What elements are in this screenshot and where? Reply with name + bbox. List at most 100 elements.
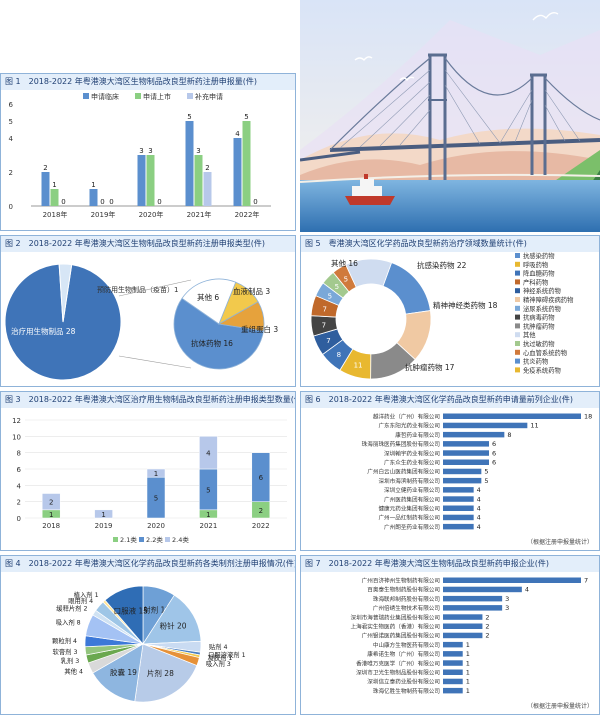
fig6-category-label: 康哲药业有限公司	[395, 431, 440, 439]
fig4-title: 图 4 2018-2022 年粤港澳大湾区化学药品改良型新药各类制剂注册申报情况…	[1, 556, 295, 572]
fig7-bar	[443, 614, 483, 620]
fig7-value-label: 2	[485, 632, 489, 640]
fig5-legend-label: 精神障碍疾病药物	[523, 295, 573, 304]
fig5-legend-swatch	[515, 270, 520, 276]
fig2-breakout-slice	[217, 301, 265, 332]
fig5-legend-swatch	[515, 349, 520, 355]
fig6-value-label: 4	[477, 505, 481, 513]
fig5-legend-label: 其他	[523, 330, 536, 339]
fig6-category-label: 健康元药业集团有限公司	[378, 505, 440, 513]
fig5-slice-value: 7	[322, 305, 326, 313]
fig1-y-tick: 4	[9, 135, 14, 143]
fig4-slice-label: 片剂 28	[147, 668, 174, 678]
fig6-value-label: 6	[492, 449, 496, 457]
fig7-bar	[443, 669, 463, 675]
fig3-value-label: 1	[101, 511, 105, 519]
fig4-slice-label: 缓释片剂 2	[56, 603, 87, 612]
fig4-slice	[134, 643, 198, 703]
fig3-x-tick: 2018	[42, 522, 60, 530]
fig1-x-tick: 2019年	[91, 210, 116, 219]
fig6-value-label: 8	[507, 431, 511, 439]
fig4-slice-label: 胶囊 19	[110, 667, 137, 677]
fig4-panel: 图 4 2018-2022 年粤港澳大湾区化学药品改良型新药各类制剂注册申报情况…	[0, 555, 296, 715]
fig6-category-label: 越洋药业（广州）有限公司	[373, 413, 440, 421]
fig6-category-label: 珠海丽珠医药集团股份有限公司	[362, 440, 440, 448]
fig1-bar	[194, 155, 203, 206]
fig1-value-label: 5	[244, 113, 248, 121]
fig2-chart: 治疗用生物制品 28 预防用生物制品（疫苗）1 抗体药物 16 其他 6 血液制品 3 重…	[4, 263, 278, 381]
fig2-slice-label: 治疗用生物制品 28	[11, 326, 76, 336]
fig3-y-tick: 8	[17, 450, 21, 458]
fig7-panel: 图 7 2018-2022 年粤港澳大湾区生物制品改良型新药申报企业(件) 广州…	[300, 555, 600, 715]
fig1-value-label: 5	[187, 113, 191, 121]
fig7-bar	[443, 641, 463, 648]
fig1-legend-label: 补充申请	[195, 92, 223, 101]
fig6-value-label: 5	[484, 477, 488, 485]
fig6-chart: 越洋药业（广州）有限公司 18 广东东阳光药业有限公司 11 康哲药业有限公司 8 珠海丽珠…	[362, 413, 593, 531]
fig7-category-label: 百奥泰生物制药股份有限公司	[367, 586, 440, 594]
fig1-value-label: 0	[157, 198, 161, 206]
fig3-bar	[251, 452, 271, 502]
fig7-value-label: 4	[525, 586, 529, 594]
fig2-breakout-slice	[173, 297, 264, 370]
fig7-category-label: 珠海联邦制药股份有限公司	[373, 595, 440, 603]
fig1-value-label: 0	[100, 198, 104, 206]
fig6-value-label: 4	[477, 486, 481, 494]
fig6-value-label: 4	[477, 523, 481, 531]
fig6-category-label: 深圳翰宇药业有限公司	[384, 449, 440, 457]
fig1-bar	[41, 172, 50, 206]
fig6-bar	[443, 441, 489, 447]
fig7-category-label: 上海君实生物医药（香港）有限公司	[350, 623, 440, 631]
fig5-legend-swatch	[515, 332, 520, 338]
fig3-value-label: 5	[154, 495, 158, 503]
fig5-slice-value: 5	[328, 292, 332, 300]
fig6-value-label: 18	[584, 413, 592, 421]
fig7-category-label: 香港唯万克医学（广州）有限公司	[356, 659, 440, 667]
fig5-legend-label: 抗感染药物	[523, 252, 554, 260]
fig3-legend-swatch	[139, 537, 144, 542]
fig2-title: 图 2 2018-2022 年粤港澳大湾区生物制品改良型新药注册申报类型(件)	[1, 236, 295, 252]
fig4-slice	[142, 594, 202, 645]
fig3-y-tick: 4	[17, 482, 22, 490]
fig5-legend-swatch	[515, 253, 520, 258]
fig6-bar	[443, 468, 482, 475]
fig2-connector	[118, 279, 192, 297]
fig1-legend-swatch	[187, 93, 193, 99]
fig6-bar	[443, 431, 505, 438]
fig1-legend-label: 申请上市	[143, 92, 171, 101]
fig5-legend-label: 抗过敏药物	[523, 339, 554, 348]
fig3-value-label: 4	[206, 450, 211, 458]
fig6-value-label: 4	[477, 495, 481, 503]
fig7-value-label: 1	[466, 669, 470, 677]
fig7-bar	[443, 632, 483, 639]
hero-illustration	[300, 0, 600, 232]
fig6-value-label: 5	[484, 468, 488, 476]
fig3-y-tick: 10	[12, 433, 21, 441]
fig3-y-tick: 12	[12, 417, 21, 425]
fig6-bar	[443, 413, 581, 419]
fig6-category-label: 广州医药集团有限公司	[384, 495, 440, 503]
fig1-panel: 图 1 2018-2022 年粤港澳大湾区生物制品改良型新药注册申报量(件) 0…	[0, 73, 296, 231]
fig4-slice	[104, 585, 144, 645]
fig5-slice-value: 5	[344, 276, 348, 284]
fig6-bar	[443, 496, 474, 502]
fig1-x-tick: 2020年	[139, 210, 164, 219]
fig7-value-label: 2	[485, 613, 489, 621]
fig3-bar	[199, 436, 218, 470]
fig5-legend-swatch	[515, 323, 520, 329]
fig6-value-label: 6	[492, 440, 496, 448]
fig3-legend-label: 2.2类	[146, 535, 163, 544]
fig3-value-label: 2	[49, 499, 53, 507]
fig7-category-label: 康希诺生物（广州）有限公司	[367, 650, 440, 658]
fig6-title: 图 6 2018-2022 年粤港澳大湾区化学药品改良型新药申请量前列企业(件)	[301, 392, 599, 408]
fig5-legend-label: 抗病毒药物	[523, 313, 554, 322]
seagull-icon	[354, 11, 559, 82]
fig7-bar	[443, 623, 483, 629]
fig1-bar	[146, 155, 155, 206]
fig6-value-label: 6	[492, 459, 496, 467]
fig5-legend-label: 产科药物	[523, 277, 548, 286]
fig4-slice-label: 口服溶液剂 1	[208, 650, 246, 659]
fig5-title: 图 5 粤港澳大湾区化学药品改良型新药治疗领域数量统计(件)	[301, 236, 599, 252]
fig5-slice-value: 7	[326, 337, 330, 345]
fig4-slice	[92, 643, 144, 702]
